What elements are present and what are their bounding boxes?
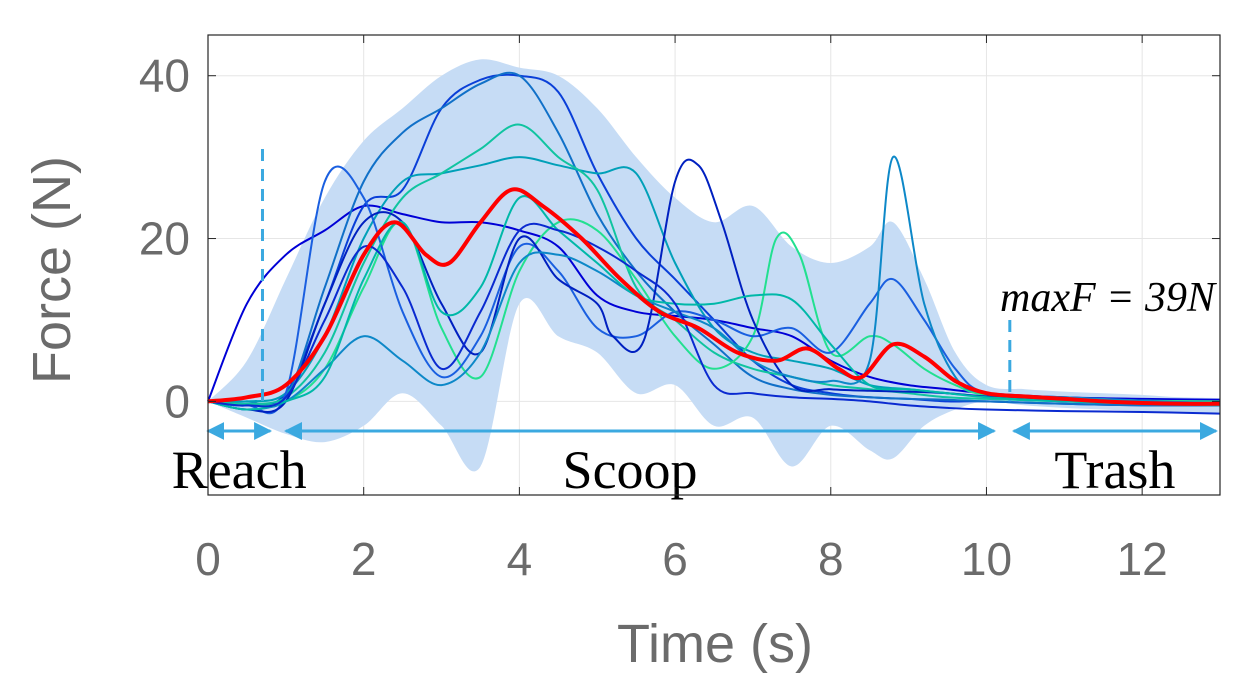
max-force-annotation: maxF = 39N xyxy=(1000,275,1217,321)
x-axis-label: Time (s) xyxy=(617,614,813,674)
trial-line-2 xyxy=(207,73,1221,407)
phase-label-scoop: Scoop xyxy=(563,440,698,500)
y-tick-label: 20 xyxy=(139,213,190,265)
tick-labels: 0 2 4 6 8 10 12 0 20 40 xyxy=(139,50,1168,585)
trial-line-7 xyxy=(207,165,1221,415)
trial-line-6 xyxy=(207,218,1221,407)
mean-line-group xyxy=(207,187,1221,406)
x-tick-label: 8 xyxy=(818,533,844,585)
x-tick-label: 6 xyxy=(662,533,688,585)
trial-lines xyxy=(207,71,1221,415)
trial-line-11 xyxy=(207,222,1221,415)
y-axis-label: Force (N) xyxy=(22,156,82,384)
x-tick-label: 10 xyxy=(961,533,1012,585)
trial-line-9 xyxy=(207,155,1221,411)
phase-label-trash: Trash xyxy=(1054,440,1175,500)
x-tick-label: 4 xyxy=(507,533,533,585)
x-tick-label: 12 xyxy=(1117,533,1168,585)
y-tick-label: 0 xyxy=(164,375,190,427)
mean-line xyxy=(207,187,1221,406)
phase-label-reach: Reach xyxy=(172,440,307,500)
plot-frame xyxy=(207,34,1221,496)
y-tick-label: 40 xyxy=(139,50,190,102)
trial-line-3 xyxy=(207,71,1221,408)
x-tick-label: 2 xyxy=(351,533,377,585)
axes xyxy=(207,34,1221,496)
phase-markers xyxy=(260,148,1012,402)
x-tick-label: 0 xyxy=(195,533,221,585)
